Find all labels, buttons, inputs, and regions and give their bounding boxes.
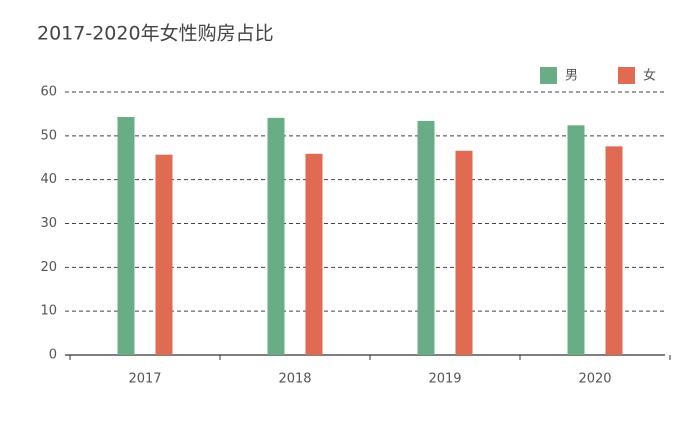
x-tick-label: 2020 bbox=[578, 372, 611, 387]
legend-label: 男 bbox=[565, 69, 578, 84]
x-tick-label: 2019 bbox=[428, 372, 461, 387]
bar bbox=[305, 153, 323, 355]
legend-swatch bbox=[618, 67, 635, 84]
chart-title: 2017-2020年女性购房占比 bbox=[37, 23, 274, 45]
y-tick-label: 10 bbox=[40, 304, 57, 319]
bar bbox=[417, 120, 435, 356]
bar bbox=[455, 150, 473, 355]
y-tick-label: 0 bbox=[49, 348, 57, 363]
bar bbox=[155, 154, 173, 355]
y-tick-label: 50 bbox=[40, 128, 57, 143]
bar bbox=[267, 117, 285, 355]
bar bbox=[567, 125, 585, 356]
x-tick-label: 2018 bbox=[278, 372, 311, 387]
y-tick-label: 60 bbox=[40, 85, 57, 100]
legend-swatch bbox=[540, 67, 557, 84]
y-tick-label: 40 bbox=[40, 172, 57, 187]
bar bbox=[605, 146, 623, 355]
legend-label: 女 bbox=[643, 68, 656, 84]
y-tick-label: 20 bbox=[40, 260, 57, 275]
y-tick-label: 30 bbox=[40, 216, 57, 231]
x-tick-label: 2017 bbox=[128, 372, 161, 387]
bar bbox=[117, 116, 135, 355]
